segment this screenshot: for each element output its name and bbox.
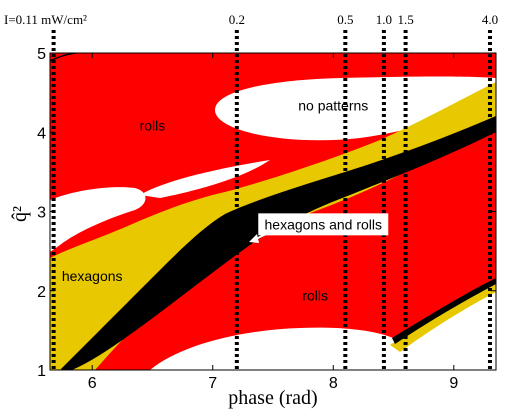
y-tick-label-4: 5 [37,46,46,63]
region-label-3: rolls [302,288,328,304]
x-tick-label-1: 7 [208,375,217,392]
intensity-label-4: 1.5 [397,12,413,27]
intensity-label-1: 0.2 [229,12,245,27]
region-labels: no patterns rolls hexagons rolls hexagons an… [62,97,389,304]
y-tick-label-1: 2 [37,284,46,301]
x-tick-label-2: 8 [329,375,338,392]
y-axis-label: q̂² [9,206,31,222]
annotation-arrow [249,231,271,243]
y-tick-label-0: 1 [37,363,46,380]
intensity-label-5: 4.0 [482,12,498,27]
x-axis-label: phase (rad) [228,387,317,409]
region-label-2: hexagons [62,268,123,284]
intensity-lines: I=0.11 mW/cm² 0.2 0.5 1.0 1.5 4.0 [4,12,498,370]
intensity-label-3: 1.0 [376,12,392,27]
region-no-patterns-bottom-right [405,290,496,370]
x-tick-label-3: 9 [449,375,458,392]
region-label-0: no patterns [298,97,368,113]
region-no-patterns-oval [215,76,496,141]
region-label-4: hexagons and rolls [265,216,383,232]
region-no-patterns-bottom [150,327,405,370]
intensity-label-2: 0.5 [337,12,353,27]
y-axis: 1 2 3 4 5 [37,46,496,380]
region-label-box-4 [258,213,389,236]
region-no-patterns-left [50,187,146,252]
y-tick-label-2: 3 [37,205,46,222]
x-axis: 6 7 8 9 [88,53,458,392]
region-hexagons-lower-right [390,282,496,352]
x-tick-label-0: 6 [88,375,97,392]
region-top-left-sliver [50,53,85,62]
region-hexagons-and-rolls [60,116,496,370]
region-hexagons-and-rolls-lower-right [392,278,496,344]
region-layer [50,53,496,370]
region-label-1: rolls [140,117,166,133]
y-tick-label-3: 4 [37,125,46,142]
intensity-label-0: I=0.11 mW/cm² [4,12,87,27]
